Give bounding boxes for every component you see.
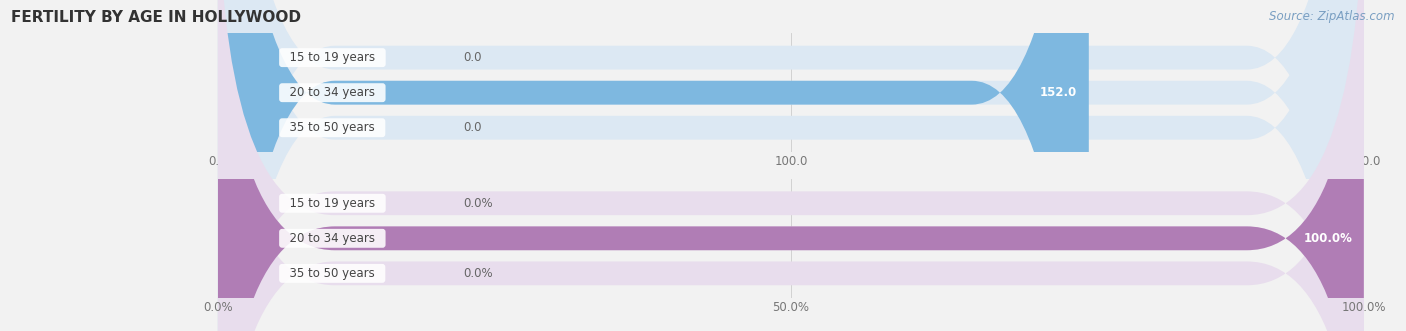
FancyBboxPatch shape — [218, 0, 1364, 331]
Text: 100.0%: 100.0% — [1303, 232, 1353, 245]
FancyBboxPatch shape — [218, 0, 1364, 331]
Text: 15 to 19 years: 15 to 19 years — [283, 197, 382, 210]
FancyBboxPatch shape — [218, 0, 1364, 331]
Text: FERTILITY BY AGE IN HOLLYWOOD: FERTILITY BY AGE IN HOLLYWOOD — [11, 10, 301, 25]
Text: 20 to 34 years: 20 to 34 years — [283, 232, 382, 245]
FancyBboxPatch shape — [218, 0, 1088, 331]
FancyBboxPatch shape — [218, 0, 1364, 331]
Text: 0.0%: 0.0% — [463, 197, 492, 210]
Text: 20 to 34 years: 20 to 34 years — [283, 86, 382, 99]
Text: 152.0: 152.0 — [1040, 86, 1077, 99]
Text: 0.0: 0.0 — [463, 121, 482, 134]
FancyBboxPatch shape — [218, 0, 1364, 331]
Text: Source: ZipAtlas.com: Source: ZipAtlas.com — [1270, 10, 1395, 23]
FancyBboxPatch shape — [218, 0, 1364, 331]
Text: 35 to 50 years: 35 to 50 years — [283, 267, 382, 280]
Text: 15 to 19 years: 15 to 19 years — [283, 51, 382, 64]
FancyBboxPatch shape — [218, 0, 1364, 331]
Text: 0.0%: 0.0% — [463, 267, 492, 280]
Text: 0.0: 0.0 — [463, 51, 482, 64]
Text: 35 to 50 years: 35 to 50 years — [283, 121, 382, 134]
